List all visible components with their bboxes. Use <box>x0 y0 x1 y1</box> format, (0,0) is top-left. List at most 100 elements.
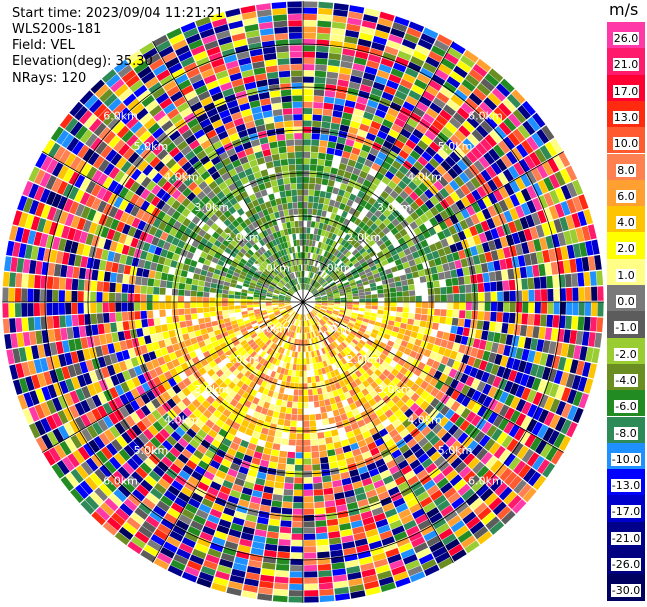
radar-gate <box>286 375 292 383</box>
radar-gate <box>312 108 323 115</box>
radar-gate <box>323 166 332 174</box>
radar-gate <box>295 313 299 320</box>
radar-gate <box>407 278 415 285</box>
radar-gate <box>465 375 475 387</box>
radar-gate <box>209 508 223 519</box>
radar-gate <box>566 389 577 405</box>
radar-gate <box>455 199 466 211</box>
radar-gate <box>311 240 316 247</box>
radar-gate <box>377 464 389 474</box>
radar-gate <box>240 327 248 334</box>
radar-gate <box>404 267 412 274</box>
radar-gate <box>331 240 338 248</box>
radar-gate <box>314 267 319 274</box>
radar-gate <box>353 386 361 394</box>
radar-gate <box>396 333 405 340</box>
radar-gate <box>97 270 105 282</box>
radar-gate <box>309 312 314 318</box>
radar-gate <box>288 309 294 315</box>
radar-gate <box>263 447 272 455</box>
radar-gate <box>366 462 377 472</box>
radar-gate <box>594 332 602 348</box>
radar-gate <box>386 204 396 213</box>
radar-gate <box>108 292 116 302</box>
radar-gate <box>464 275 471 285</box>
radar-gate <box>71 376 81 390</box>
radar-gate <box>329 281 336 287</box>
radar-gate <box>340 439 350 447</box>
radar-gate <box>359 302 366 306</box>
radar-gate <box>142 327 150 336</box>
radar-gate <box>349 317 357 322</box>
radar-gate <box>305 339 308 346</box>
radar-gate <box>341 535 354 544</box>
radar-gate <box>397 180 408 190</box>
radar-gate <box>320 463 330 470</box>
radar-gate <box>476 186 487 198</box>
radar-gate <box>313 247 318 254</box>
radar-gate <box>342 483 354 492</box>
radar-gate <box>384 508 398 518</box>
radar-gate <box>348 279 356 284</box>
radar-gate <box>345 289 352 293</box>
radar-gate <box>252 431 261 439</box>
radar-gate <box>171 394 182 405</box>
radar-gate <box>489 130 502 144</box>
radar-gate <box>391 525 405 536</box>
radar-gate <box>416 332 424 341</box>
radar-gate <box>416 547 431 559</box>
radar-gate <box>356 316 364 322</box>
radar-gate <box>379 255 387 262</box>
radar-gate <box>387 513 400 524</box>
radar-gate <box>314 296 321 299</box>
radar-gate <box>318 248 323 256</box>
radar-gate <box>375 171 385 181</box>
radar-gate <box>91 511 106 526</box>
radar-gate <box>337 327 344 334</box>
radar-gate <box>332 310 339 314</box>
radar-gate <box>237 346 245 354</box>
radar-gate <box>427 173 438 184</box>
radar-gate <box>527 313 535 326</box>
radar-gate <box>21 273 29 288</box>
radar-gate <box>223 386 232 395</box>
radar-gate <box>376 130 388 140</box>
radar-gate <box>527 471 542 487</box>
radar-gate <box>280 367 286 375</box>
radar-gate <box>563 358 573 373</box>
radar-gate <box>203 307 210 313</box>
radar-gate <box>198 318 205 325</box>
radar-gate <box>303 483 313 490</box>
radar-gate <box>409 296 416 302</box>
radar-gate <box>351 114 363 123</box>
radar-gate <box>260 498 272 507</box>
radar-gate <box>467 133 480 147</box>
radar-gate <box>449 412 460 424</box>
radar-gate <box>308 326 312 333</box>
radar-gate <box>345 337 352 344</box>
radar-gate <box>373 272 381 279</box>
radar-gate <box>209 414 219 424</box>
radar-gate <box>330 549 344 558</box>
radar-gate <box>572 243 582 258</box>
radar-gate <box>318 269 324 276</box>
radar-gate <box>326 268 332 274</box>
radar-gate <box>445 195 455 206</box>
radar-gate <box>91 324 99 336</box>
radar-gate <box>471 402 482 414</box>
radar-gate <box>404 470 416 481</box>
radar-gate <box>285 305 292 308</box>
radar-gate <box>287 316 292 322</box>
radar-gate <box>415 295 422 302</box>
radar-gate <box>337 244 344 252</box>
radar-gate <box>303 45 316 52</box>
radar-gate <box>458 172 470 184</box>
radar-gate <box>369 426 379 436</box>
radar-gate <box>248 559 262 568</box>
radar-gate <box>171 309 179 316</box>
radar-gate <box>312 476 322 484</box>
radar-gate <box>547 302 554 315</box>
radar-gate <box>196 577 212 588</box>
radar-gate <box>359 123 370 132</box>
radar-gate <box>172 343 181 352</box>
